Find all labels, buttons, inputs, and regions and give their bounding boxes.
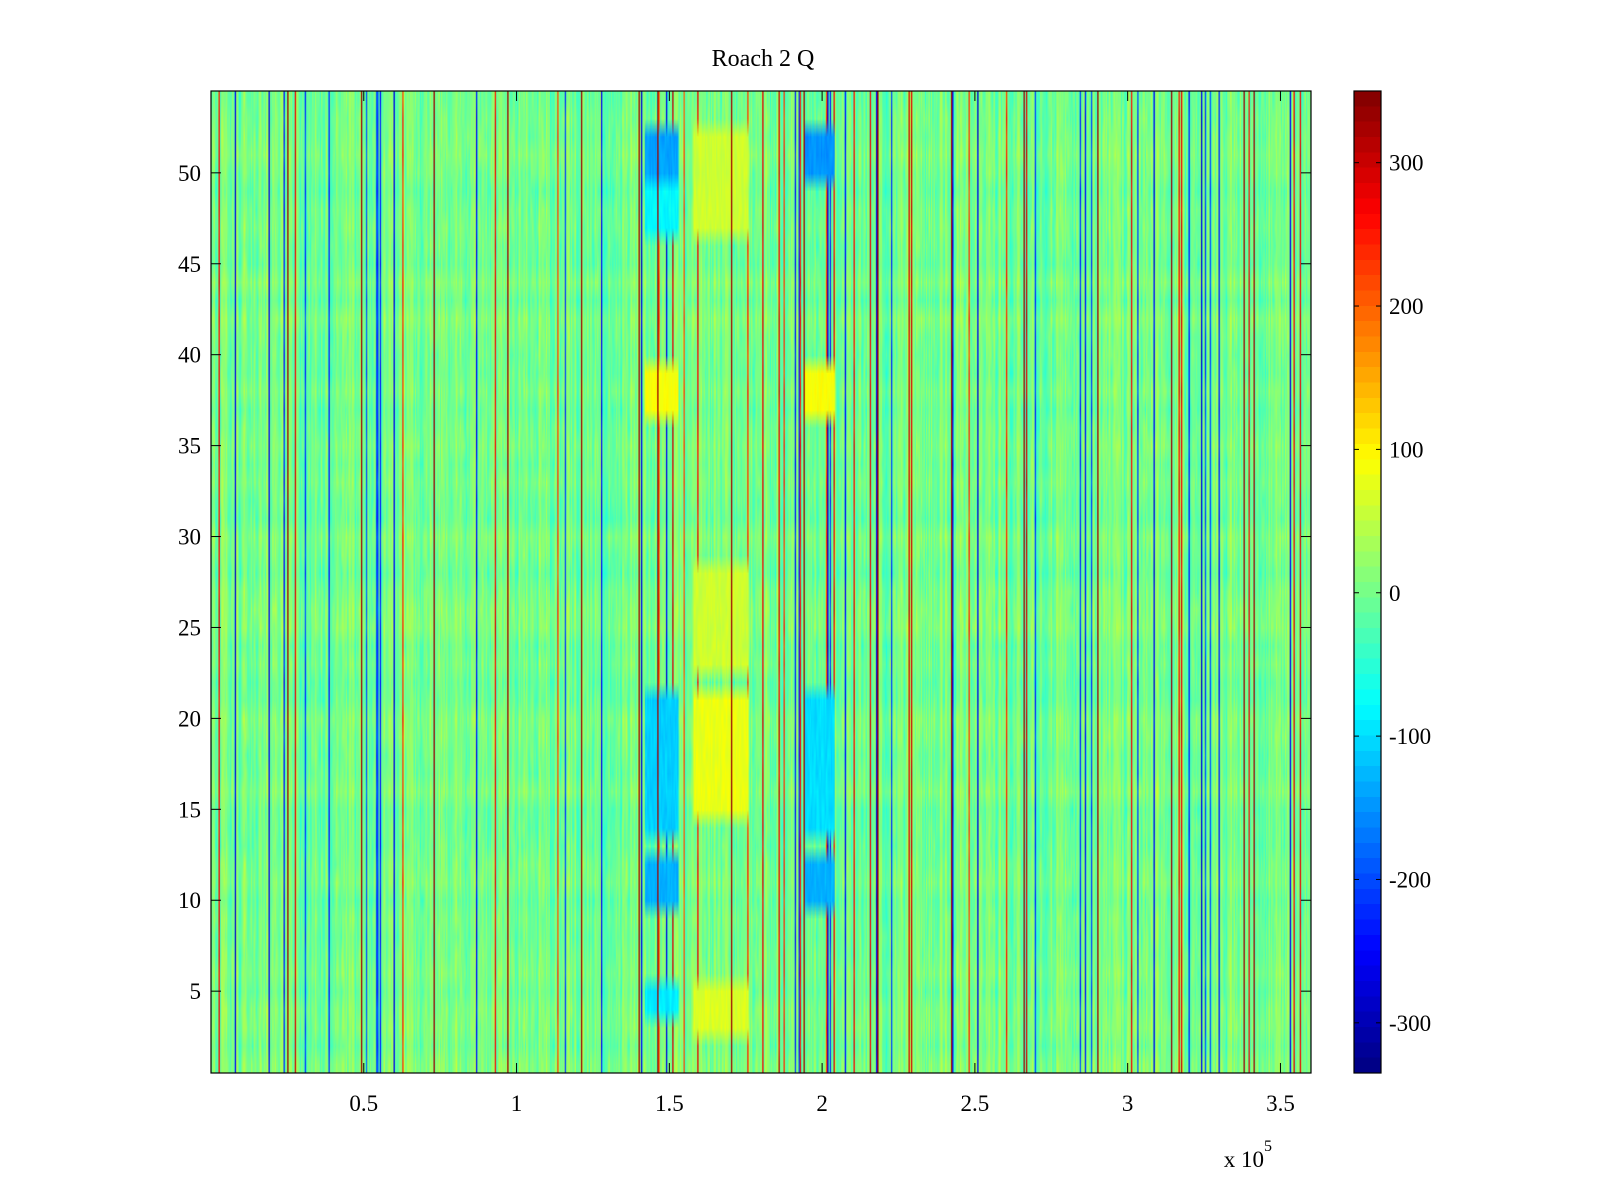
y-tick-label: 15 bbox=[178, 797, 201, 822]
y-tick-label: 45 bbox=[178, 252, 201, 277]
x-tick-label: 3 bbox=[1122, 1091, 1134, 1116]
x-axis-exponent: 5 bbox=[1264, 1138, 1272, 1155]
colorbar: 300 200 100 0 -100 -200 -300 bbox=[1353, 90, 1431, 1074]
x-tick-label: 2 bbox=[816, 1091, 828, 1116]
heatmap-cells bbox=[211, 91, 1311, 1073]
colorbar-tick-label: -300 bbox=[1389, 1011, 1431, 1036]
y-tick-label: 25 bbox=[178, 615, 201, 640]
y-tick-label: 30 bbox=[178, 525, 201, 550]
colorbar-tick-label: 200 bbox=[1389, 294, 1424, 319]
colorbar-tick-label: 0 bbox=[1389, 581, 1401, 606]
x-tick-label: 3.5 bbox=[1266, 1091, 1295, 1116]
y-axis: 5 10 15 20 25 30 35 40 45 50 bbox=[178, 161, 1311, 1004]
y-tick-label: 10 bbox=[178, 888, 201, 913]
y-tick-label: 5 bbox=[190, 979, 202, 1004]
colorbar-frame bbox=[1353, 90, 1382, 1074]
y-tick-label: 40 bbox=[178, 343, 201, 368]
colorbar-tick-label: 300 bbox=[1389, 151, 1424, 176]
x-tick-label: 0.5 bbox=[349, 1091, 378, 1116]
x-tick-label: 1 bbox=[511, 1091, 523, 1116]
colorbar-ticks: 300 200 100 0 -100 -200 -300 bbox=[1354, 151, 1431, 1036]
chart-title: Roach 2 Q bbox=[712, 46, 815, 72]
x-tick-label: 1.5 bbox=[655, 1091, 684, 1116]
heatmap-plot-area bbox=[210, 90, 1312, 1074]
y-tick-label: 50 bbox=[178, 161, 201, 186]
colorbar-tick-label: 100 bbox=[1389, 437, 1424, 462]
colorbar-tick-label: -100 bbox=[1389, 724, 1431, 749]
colorbar-gradient bbox=[1354, 91, 1381, 1073]
y-tick-label: 20 bbox=[178, 706, 201, 731]
x-tick-label: 2.5 bbox=[961, 1091, 990, 1116]
colorbar-tick-label: -200 bbox=[1389, 867, 1431, 892]
plot-frame bbox=[210, 90, 1312, 1074]
y-tick-label: 35 bbox=[178, 434, 201, 459]
x-axis-exponent-label: x 105 bbox=[1224, 1138, 1272, 1172]
x-axis: 0.5 1 1.5 2 2.5 3 3.5 bbox=[349, 91, 1295, 1116]
